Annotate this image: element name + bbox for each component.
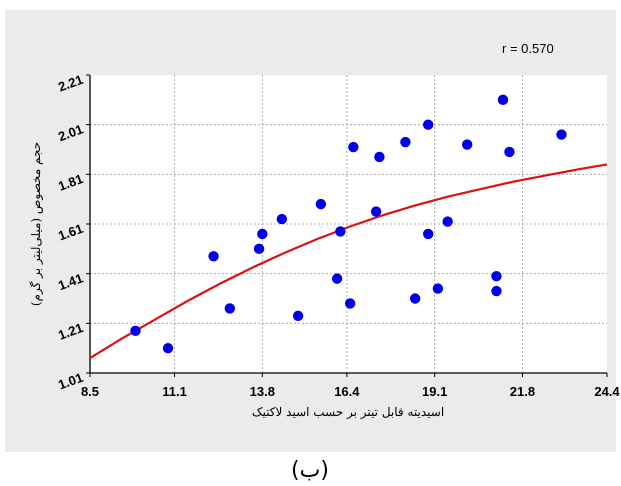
figure-caption: (ب): [291, 458, 329, 483]
x-tick-label: 21.8: [510, 384, 535, 399]
x-tick-label: 16.4: [334, 384, 360, 399]
data-point: [292, 310, 304, 322]
data-point: [162, 342, 174, 354]
data-point: [253, 243, 265, 255]
data-point: [461, 139, 473, 150]
y-axis-label: حجم مخصوص (میلی‌لیتر بر گرم): [29, 142, 43, 306]
data-point: [504, 146, 515, 158]
grid-lines: [90, 75, 607, 373]
data-point: [344, 298, 356, 309]
data-point: [208, 251, 219, 262]
x-tick-label: 19.1: [422, 384, 447, 399]
data-point: [335, 226, 346, 237]
data-point: [497, 94, 509, 106]
data-point: [348, 141, 359, 153]
x-tick-label: 11.1: [162, 384, 187, 399]
data-point: [276, 213, 288, 225]
data-point: [370, 206, 382, 217]
x-axis-label: اسیدیته قابل تیتر بر حسب اسید لاکتیک: [252, 405, 444, 419]
data-point: [422, 228, 434, 240]
data-point: [491, 285, 502, 297]
data-point: [130, 325, 141, 336]
data-point: [400, 136, 411, 148]
data-point: [556, 129, 567, 140]
data-point: [374, 151, 385, 163]
axes: [86, 74, 608, 377]
correlation-annotation: r = 0.570: [502, 41, 554, 56]
plot-area: [90, 75, 607, 373]
data-point: [224, 303, 236, 314]
data-point: [257, 228, 268, 240]
x-tick-label: 13.8: [250, 384, 275, 399]
data-point: [491, 270, 502, 282]
x-tick-labels: 8.5 11.1 13.8 16.4 19.1 21.8 24.4: [81, 384, 620, 399]
x-tick-label: 8.5: [81, 384, 99, 399]
data-points: [130, 94, 567, 354]
data-point: [432, 283, 444, 294]
data-point: [331, 273, 343, 284]
trend-curve: [89, 163, 608, 360]
data-point: [409, 293, 421, 304]
data-point: [315, 198, 327, 210]
data-point: [442, 216, 453, 227]
x-tick-label: 24.4: [594, 384, 620, 399]
data-point: [422, 119, 434, 130]
